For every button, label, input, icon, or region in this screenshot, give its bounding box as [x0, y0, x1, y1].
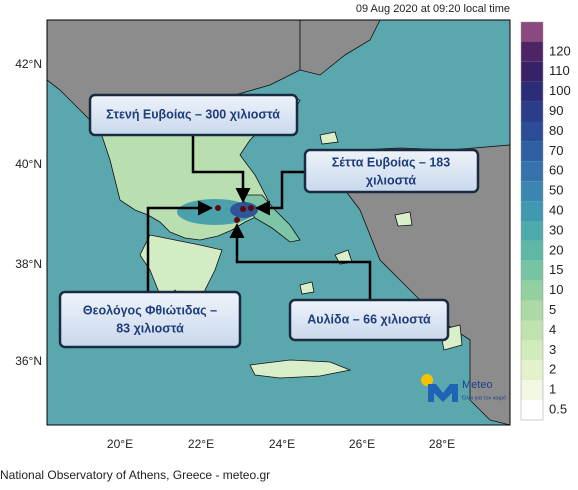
colorbar-label: 80 [549, 123, 563, 138]
lon-label: 22°E [188, 437, 214, 451]
footer: National Observatory of Athens, Greece -… [0, 468, 270, 482]
arrows [146, 135, 372, 300]
arrow [255, 170, 305, 216]
lat-label: 36°N [15, 354, 42, 368]
colorbar-label: 120 [549, 43, 571, 58]
colorbar-label: 10 [549, 282, 563, 297]
station [234, 217, 240, 223]
annotation: Σέττα Ευβοίας – 183 [332, 155, 450, 169]
colorbar-label: 100 [549, 83, 571, 98]
annotation: χιλιοστά [366, 173, 417, 187]
colorbar-swatch [521, 22, 543, 42]
colorbar-swatch [521, 61, 543, 82]
annotation-box [88, 93, 299, 137]
colorbar-border [520, 21, 544, 421]
arrow [229, 223, 372, 300]
colorbar-swatch [521, 280, 543, 301]
colorbar-label: 1 [549, 382, 556, 397]
lat-label: 40°N [15, 157, 42, 171]
station [248, 205, 254, 211]
colorbar-label: 0.5 [549, 401, 567, 416]
colorbar-swatch [521, 101, 543, 122]
lat-label: 38°N [15, 257, 42, 271]
lat-label: 42°N [15, 57, 42, 71]
arrow [146, 200, 213, 292]
logo-name: Meteo [462, 379, 493, 391]
arrow [191, 135, 251, 203]
annotation: Στενή Ευβοίας – 300 χιλιοστά [106, 107, 280, 121]
crete [249, 359, 352, 379]
annotation: 83 χιλιοστά [116, 321, 184, 335]
colorbar-label: 5 [549, 302, 556, 317]
timestamp: 09 Aug 2020 at 09:20 local time [356, 3, 510, 15]
annotation-box [303, 148, 480, 194]
map-border [46, 19, 511, 426]
colorbar-swatch [521, 181, 543, 202]
logo-mark [428, 384, 458, 402]
colorbar-swatch [521, 161, 543, 182]
colorbar-label: 110 [549, 63, 570, 78]
colorbar-swatch [521, 320, 543, 341]
colorbar-label: 40 [549, 202, 563, 217]
colorbar-label: 70 [549, 143, 563, 158]
lon-label: 24°E [269, 437, 295, 451]
lon-label: 20°E [107, 437, 133, 451]
colorbar-swatch [521, 41, 543, 62]
colorbar-swatch [521, 240, 543, 261]
annotation-box [288, 298, 450, 342]
colorbar-swatch [521, 400, 543, 420]
colorbar-label: 30 [549, 222, 563, 237]
colorbar-swatch [521, 81, 543, 102]
colorbar-label: 60 [549, 163, 563, 178]
colorbar-swatch [521, 141, 543, 162]
colorbar-label: 3 [549, 342, 556, 357]
colorbar-swatch [521, 221, 543, 241]
annotation-box [58, 290, 242, 349]
colorbar-swatch [521, 300, 543, 321]
colorbar-swatch [521, 121, 543, 142]
colorbar-swatch [521, 201, 543, 221]
colorbar-label: 90 [549, 103, 563, 118]
station [215, 205, 221, 211]
map: Στενή Ευβοίας – 300 χιλιοστά Σέττα Ευβοί… [46, 19, 511, 426]
annotation: Αυλίδα – 66 χιλιοστά [307, 312, 431, 326]
colorbar-swatch [521, 260, 543, 281]
colorbar-swatch [521, 380, 543, 401]
colorbar-label: 20 [549, 242, 563, 257]
colorbar-swatch [521, 360, 543, 381]
station [240, 206, 246, 212]
colorbar-label: 4 [549, 322, 556, 337]
lon-label: 26°E [349, 437, 375, 451]
colorbar-label: 15 [549, 262, 563, 277]
lon-label: 28°E [429, 437, 455, 451]
colorbar-label: 50 [549, 183, 563, 198]
colorbar-swatch [521, 340, 543, 361]
colorbar-label: 2 [549, 362, 556, 377]
logo-sun [421, 374, 433, 386]
logo-slogan: Όλοι για τον καιρό [461, 394, 506, 401]
annotation: Θεολόγος Φθιώτιδας – [83, 303, 217, 317]
